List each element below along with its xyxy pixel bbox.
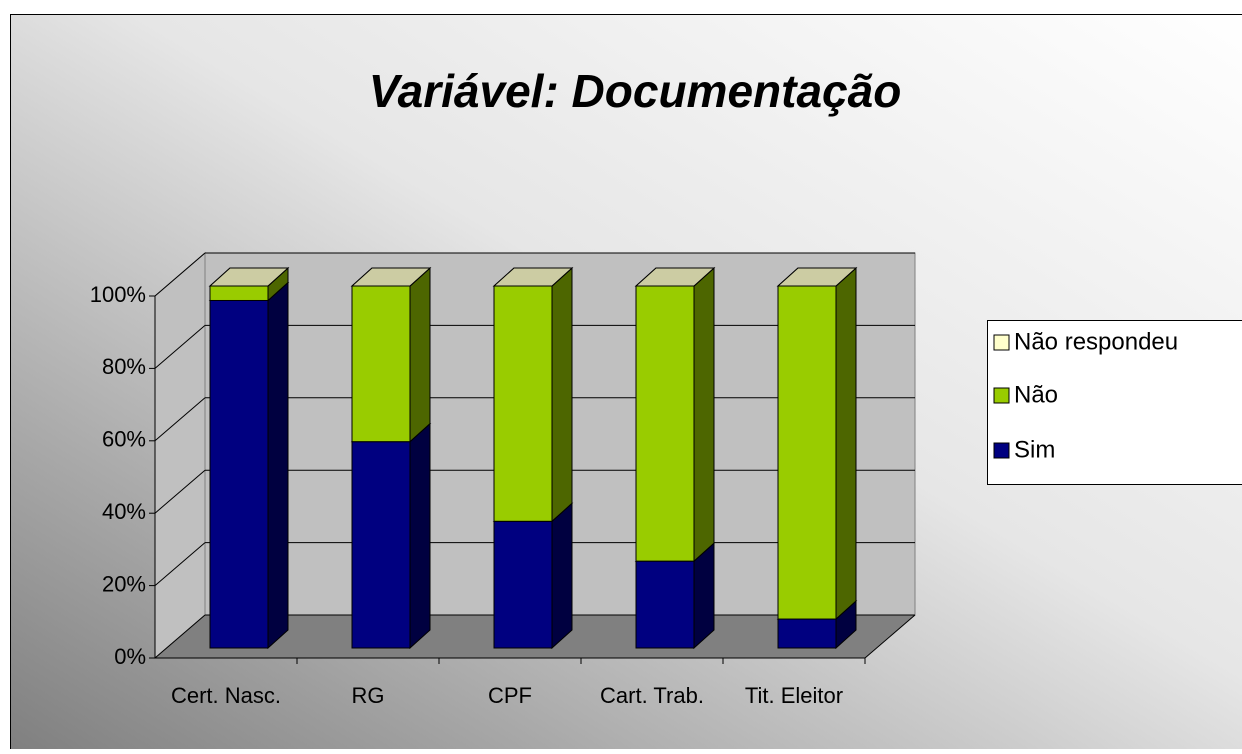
bar-segment bbox=[210, 300, 268, 648]
y-tick-label: 40% bbox=[102, 499, 146, 524]
y-tick-label: 20% bbox=[102, 571, 146, 596]
bar-segment bbox=[494, 286, 552, 521]
bar-side bbox=[410, 268, 430, 442]
bar-side bbox=[552, 268, 572, 521]
bar-segment bbox=[778, 286, 836, 619]
legend-swatch bbox=[994, 335, 1009, 350]
y-tick-label: 0% bbox=[114, 644, 146, 669]
bar-segment bbox=[636, 561, 694, 648]
bar-segment bbox=[778, 619, 836, 648]
x-tick-label: Cart. Trab. bbox=[600, 683, 704, 708]
chart-title: Variável: Documentação bbox=[369, 65, 902, 117]
bar-segment bbox=[494, 521, 552, 648]
bar-segment bbox=[352, 286, 410, 442]
bar-side bbox=[552, 503, 572, 648]
legend-label: Sim bbox=[1014, 436, 1055, 463]
y-tick-label: 60% bbox=[102, 427, 146, 452]
x-tick-label: Tit. Eleitor bbox=[745, 683, 843, 708]
bar-side bbox=[410, 424, 430, 648]
bar-side bbox=[268, 282, 288, 648]
bar-segment bbox=[352, 442, 410, 648]
y-tick-label: 100% bbox=[90, 282, 146, 307]
bar-segment bbox=[210, 286, 268, 300]
bar-side bbox=[836, 268, 856, 619]
bar-side bbox=[694, 268, 714, 561]
x-tick-label: RG bbox=[352, 683, 385, 708]
legend-swatch bbox=[994, 388, 1009, 403]
bar-segment bbox=[636, 286, 694, 561]
y-tick-label: 80% bbox=[102, 354, 146, 379]
legend-swatch bbox=[994, 443, 1009, 458]
x-tick-label: CPF bbox=[488, 683, 532, 708]
legend-label: Não respondeu bbox=[1014, 328, 1178, 355]
side-wall bbox=[155, 253, 205, 658]
legend-label: Não bbox=[1014, 381, 1058, 408]
x-tick-label: Cert. Nasc. bbox=[171, 683, 281, 708]
